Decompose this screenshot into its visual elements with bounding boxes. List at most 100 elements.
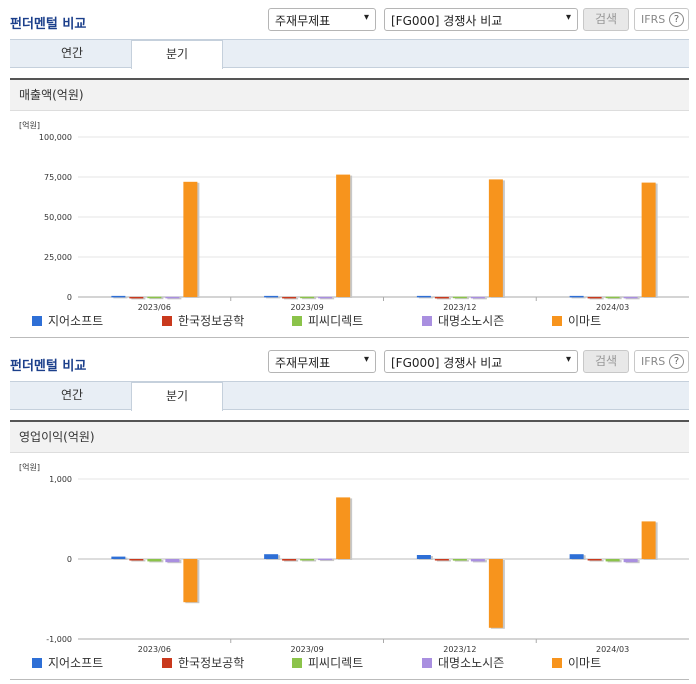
legend-swatch [422, 658, 432, 668]
period-tabs: 연간 분기 [10, 381, 689, 411]
bar [452, 296, 467, 299]
bar [129, 296, 144, 299]
help-icon[interactable]: ? [669, 354, 684, 369]
chevron-down-icon: ▾ [565, 12, 571, 23]
search-button[interactable]: 검색 [583, 350, 629, 373]
bar-shadow [454, 297, 469, 300]
legend-label: 이마트 [568, 656, 602, 670]
bar [416, 555, 431, 559]
bar [569, 554, 584, 559]
tab-quarterly[interactable]: 분기 [131, 382, 223, 411]
legend-swatch [292, 316, 302, 326]
bar [318, 296, 333, 299]
legend-label: 이마트 [568, 314, 602, 328]
y-tick-label: 1,000 [49, 475, 72, 484]
bar [641, 182, 656, 297]
bar [569, 295, 584, 298]
peer-group-value: [FG000] 경쟁사 비교 [391, 356, 503, 370]
x-tick-label: 2023/09 [291, 645, 324, 654]
bar-shadow [589, 297, 604, 300]
statement-type-select[interactable]: 주재무제표 ▾ [268, 350, 376, 373]
peer-group-select[interactable]: [FG000] 경쟁사 비교 ▾ [384, 350, 578, 373]
bar-shadow [320, 297, 335, 300]
y-tick-label: 25,000 [44, 253, 72, 262]
bar [587, 296, 602, 299]
legend-label: 피씨디렉트 [308, 314, 364, 328]
bar [336, 497, 351, 559]
statement-type-select[interactable]: 주재무제표 ▾ [268, 8, 376, 31]
bar-shadow [131, 297, 146, 300]
bar [147, 296, 162, 299]
bar-shadow [571, 296, 586, 299]
period-tabs: 연간 분기 [10, 39, 689, 69]
tab-annual[interactable]: 연간 [60, 46, 84, 60]
bar [623, 296, 638, 299]
bar-shadow [284, 297, 299, 300]
bar [434, 559, 449, 561]
tab-quarterly[interactable]: 분기 [131, 40, 223, 69]
bar [470, 296, 485, 299]
x-tick-label: 2023/06 [138, 303, 171, 312]
bar-shadow [436, 560, 451, 562]
legend-item[interactable]: 지어소프트 [32, 654, 103, 671]
ifrs-button[interactable]: IFRS ? [634, 350, 689, 373]
legend-item[interactable]: 대명소노시즌 [422, 654, 504, 671]
peer-group-select[interactable]: [FG000] 경쟁사 비교 ▾ [384, 8, 578, 31]
legend-label: 대명소노시즌 [438, 314, 505, 328]
search-button[interactable]: 검색 [583, 8, 629, 31]
chevron-down-icon: ▾ [363, 12, 369, 23]
chart-title: 영업이익(억원) [10, 422, 689, 453]
legend-swatch [32, 658, 42, 668]
legend-swatch [162, 658, 172, 668]
bar [318, 558, 333, 561]
legend-label: 피씨디렉트 [308, 656, 364, 670]
bar-shadow [418, 296, 433, 299]
legend-label: 대명소노시즌 [438, 656, 505, 670]
legend-swatch [552, 658, 562, 668]
bar [416, 295, 431, 298]
help-icon[interactable]: ? [669, 12, 684, 27]
x-tick-label: 2023/12 [443, 303, 476, 312]
bar [300, 296, 315, 299]
bar [264, 295, 279, 298]
x-tick-label: 2024/03 [596, 303, 629, 312]
y-tick-label: 50,000 [44, 213, 72, 222]
legend-item[interactable]: 피씨디렉트 [292, 654, 363, 671]
legend-item[interactable]: 이마트 [552, 312, 601, 329]
bar [300, 559, 315, 561]
revenue-chart-box: 매출액(억원) [억원] 0 25,000 50,000 75,000 100,000 2… [10, 78, 689, 338]
tab-annual[interactable]: 연간 [60, 388, 84, 402]
bar [165, 559, 180, 563]
unit-label: [억원] [19, 121, 40, 130]
ifrs-button[interactable]: IFRS ? [634, 8, 689, 31]
bar-shadow [266, 296, 281, 299]
legend-swatch [162, 316, 172, 326]
legend-item[interactable]: 대명소노시즌 [422, 312, 504, 329]
bar [452, 559, 467, 561]
legend-item[interactable]: 피씨디렉트 [292, 312, 363, 329]
bar-shadow [589, 560, 604, 562]
bar-shadow [131, 560, 146, 562]
bar [488, 559, 503, 628]
bar-shadow [284, 560, 299, 562]
legend-item[interactable]: 한국정보공학 [162, 312, 244, 329]
bar-shadow [436, 297, 451, 300]
y-tick-label: 0 [67, 293, 72, 302]
chevron-down-icon: ▾ [363, 354, 369, 365]
x-tick-label: 2023/12 [443, 645, 476, 654]
legend-item[interactable]: 한국정보공학 [162, 654, 244, 671]
legend-swatch [292, 658, 302, 668]
bar [282, 559, 297, 561]
fundamental-panel-operating-profit: 펀더멘털 비교 주재무제표 ▾ [FG000] 경쟁사 비교 ▾ 검색 IFRS… [0, 342, 696, 684]
legend-item[interactable]: 이마트 [552, 654, 601, 671]
bar-shadow [149, 297, 164, 300]
bar-shadow [320, 559, 335, 562]
legend-label: 한국정보공학 [178, 314, 245, 328]
bar [470, 559, 485, 562]
fundamental-panel-revenue: 펀더멘털 비교 주재무제표 ▾ [FG000] 경쟁사 비교 ▾ 검색 IFRS… [10, 8, 689, 338]
bar [488, 179, 503, 297]
operating-profit-chart-box: 영업이익(억원) [억원] -1,000 0 1,000 2023/06 2023/09… [10, 420, 689, 680]
legend-item[interactable]: 지어소프트 [32, 312, 103, 329]
bar [282, 296, 297, 299]
bar [605, 296, 620, 299]
